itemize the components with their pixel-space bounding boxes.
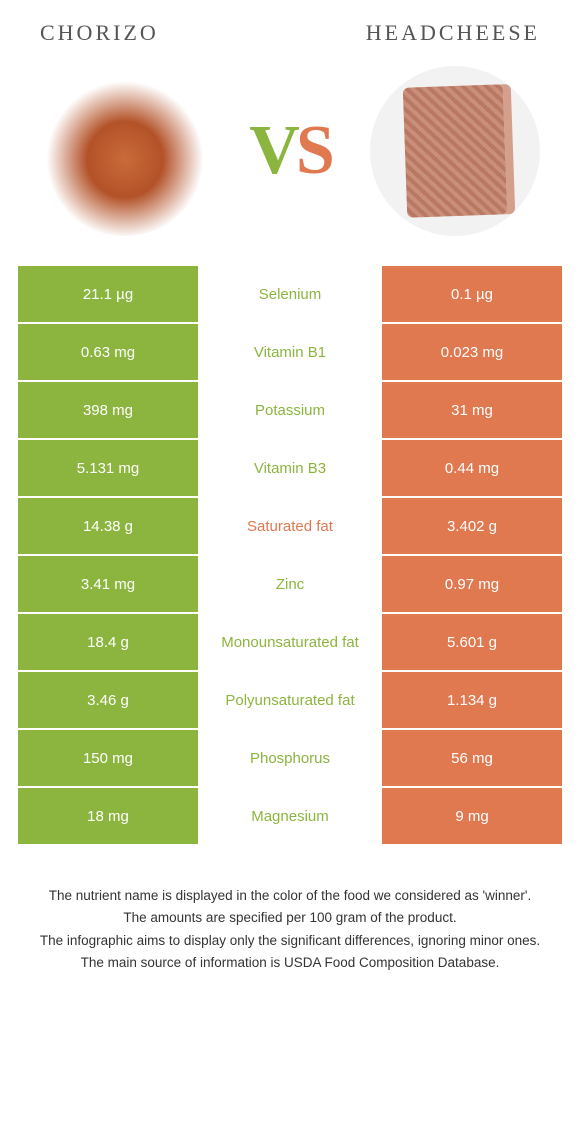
- nutrient-value-right: 5.601 g: [382, 614, 562, 670]
- table-row: 18 mgMagnesium9 mg: [18, 788, 562, 844]
- table-row: 150 mgPhosphorus56 mg: [18, 730, 562, 786]
- nutrient-value-right: 1.134 g: [382, 672, 562, 728]
- nutrient-value-left: 18.4 g: [18, 614, 198, 670]
- nutrient-value-right: 0.023 mg: [382, 324, 562, 380]
- nutrient-value-left: 150 mg: [18, 730, 198, 786]
- table-row: 14.38 gSaturated fat3.402 g: [18, 498, 562, 554]
- food-left-image: [40, 66, 210, 236]
- food-right-image: [370, 66, 540, 236]
- nutrient-value-right: 0.1 µg: [382, 266, 562, 322]
- footer-notes: The nutrient name is displayed in the co…: [0, 846, 580, 995]
- nutrient-label: Polyunsaturated fat: [198, 672, 382, 728]
- nutrient-label: Vitamin B1: [198, 324, 382, 380]
- footer-line-1: The nutrient name is displayed in the co…: [30, 886, 550, 906]
- nutrient-label: Potassium: [198, 382, 382, 438]
- nutrient-value-right: 9 mg: [382, 788, 562, 844]
- headcheese-slice: [403, 84, 507, 217]
- nutrient-value-left: 0.63 mg: [18, 324, 198, 380]
- table-row: 3.46 gPolyunsaturated fat1.134 g: [18, 672, 562, 728]
- table-row: 5.131 mgVitamin B30.44 mg: [18, 440, 562, 496]
- nutrient-value-left: 3.46 g: [18, 672, 198, 728]
- vs-s: S: [296, 112, 331, 189]
- footer-line-4: The main source of information is USDA F…: [30, 953, 550, 973]
- image-row: VS: [0, 56, 580, 266]
- table-row: 3.41 mgZinc0.97 mg: [18, 556, 562, 612]
- table-row: 18.4 gMonounsaturated fat5.601 g: [18, 614, 562, 670]
- nutrient-value-right: 56 mg: [382, 730, 562, 786]
- nutrient-value-left: 14.38 g: [18, 498, 198, 554]
- nutrient-table: 21.1 µgSelenium0.1 µg0.63 mgVitamin B10.…: [0, 266, 580, 844]
- table-row: 398 mgPotassium31 mg: [18, 382, 562, 438]
- table-row: 21.1 µgSelenium0.1 µg: [18, 266, 562, 322]
- nutrient-value-left: 21.1 µg: [18, 266, 198, 322]
- nutrient-value-right: 3.402 g: [382, 498, 562, 554]
- nutrient-label: Saturated fat: [198, 498, 382, 554]
- food-right-title: HEADCHEESE: [366, 20, 540, 46]
- vs-v: V: [249, 112, 296, 189]
- nutrient-value-left: 5.131 mg: [18, 440, 198, 496]
- nutrient-value-left: 18 mg: [18, 788, 198, 844]
- footer-line-2: The amounts are specified per 100 gram o…: [30, 908, 550, 928]
- nutrient-label: Monounsaturated fat: [198, 614, 382, 670]
- nutrient-label: Magnesium: [198, 788, 382, 844]
- nutrient-value-left: 3.41 mg: [18, 556, 198, 612]
- nutrient-value-right: 0.97 mg: [382, 556, 562, 612]
- nutrient-value-left: 398 mg: [18, 382, 198, 438]
- header-row: CHORIZO HEADCHEESE: [0, 0, 580, 56]
- nutrient-label: Zinc: [198, 556, 382, 612]
- nutrient-value-right: 31 mg: [382, 382, 562, 438]
- table-row: 0.63 mgVitamin B10.023 mg: [18, 324, 562, 380]
- nutrient-value-right: 0.44 mg: [382, 440, 562, 496]
- nutrient-label: Vitamin B3: [198, 440, 382, 496]
- footer-line-3: The infographic aims to display only the…: [30, 931, 550, 951]
- food-left-title: CHORIZO: [40, 20, 159, 46]
- nutrient-label: Phosphorus: [198, 730, 382, 786]
- vs-label: VS: [249, 111, 331, 191]
- nutrient-label: Selenium: [198, 266, 382, 322]
